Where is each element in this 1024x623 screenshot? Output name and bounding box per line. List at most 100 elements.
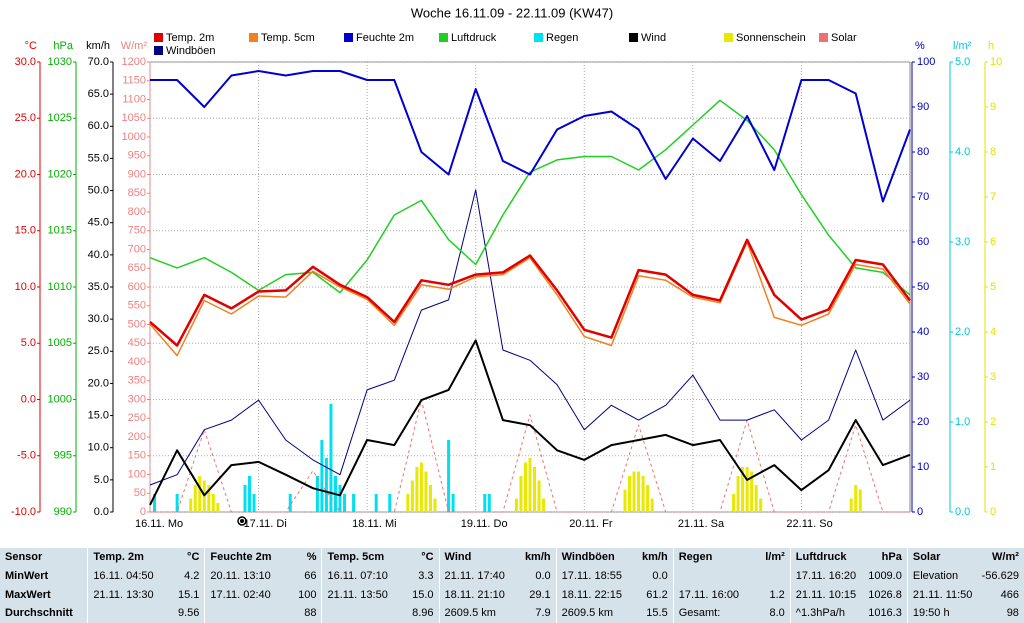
- bar: [428, 485, 432, 512]
- column-unit: W/m²: [992, 551, 1019, 563]
- bar: [343, 494, 347, 512]
- y-tick-label: 60: [917, 236, 929, 248]
- y-tick-label: 150: [128, 450, 146, 462]
- y-tick-label: 1005: [48, 337, 72, 349]
- y-tick-label: 5.0: [955, 56, 970, 68]
- y-tick-label: 10: [990, 56, 1002, 68]
- bar: [315, 476, 319, 512]
- column-name: Solar: [912, 551, 941, 563]
- cell-note: Gesamt:: [678, 607, 721, 620]
- cell-value: -56.629: [981, 569, 1019, 582]
- header-text: Sensor: [5, 551, 43, 563]
- y-tick-label: 1020: [48, 168, 72, 180]
- legend-swatch: [819, 33, 828, 42]
- header-cell: Luftdruck hPa: [791, 548, 907, 567]
- header-cell: Temp. 2m °C: [88, 548, 204, 567]
- cell-note: ^1.3hPa/h: [795, 607, 845, 620]
- bar: [537, 480, 541, 512]
- y-tick-label: 850: [128, 187, 146, 199]
- cell-note: 17.11. 16:00: [678, 588, 740, 601]
- header-cell: Solar W/m²: [908, 548, 1024, 567]
- y-tick-label: 6: [990, 236, 996, 248]
- column-name: Regen: [678, 551, 713, 563]
- column-name: Temp. 2m: [93, 551, 144, 563]
- y-tick-label: 60.0: [88, 120, 109, 132]
- bar: [252, 494, 256, 512]
- y-tick-label: 50.0: [88, 184, 109, 196]
- y-tick-label: 30.0: [15, 56, 36, 68]
- bar: [216, 503, 220, 512]
- axis-unit: h: [988, 40, 994, 52]
- y-tick-label: 20.0: [88, 377, 109, 389]
- x-tick-label: 22.11. So: [786, 518, 832, 530]
- axis-unit: km/h: [86, 40, 110, 52]
- bar: [451, 494, 455, 512]
- cell-value: 66: [304, 569, 317, 582]
- bar: [198, 476, 202, 512]
- legend-label: Sonnenschein: [736, 32, 806, 44]
- cell-note: 21.11. 10:15: [795, 588, 857, 601]
- line-series: [150, 399, 910, 513]
- y-tick-label: 30: [917, 371, 929, 383]
- line-series: [149, 339, 911, 506]
- sensor-column: Sensor MinWert MaxWert Durchschnitt: [0, 548, 87, 623]
- cell-note: 16.11. 07:10: [327, 569, 388, 582]
- bar: [352, 494, 356, 512]
- bar: [759, 498, 763, 512]
- y-tick-label: 995: [54, 450, 72, 462]
- y-tick-label: -5.0: [17, 450, 36, 462]
- cell-note: 17.11. 18:55: [561, 569, 622, 582]
- bar: [211, 494, 215, 512]
- y-tick-label: 600: [128, 281, 146, 293]
- y-tick-label: 5.0: [94, 474, 109, 486]
- data-cell: 16.11. 07:10 3.3: [322, 567, 438, 586]
- bar: [329, 404, 333, 512]
- table-column: Wind km/h 21.11. 17:40 0.0 18.11. 21:10 29.1 2…: [438, 548, 556, 623]
- bar: [207, 485, 211, 512]
- y-tick-label: 5.0: [21, 337, 36, 349]
- x-tick-label: 20.11. Fr: [569, 518, 613, 530]
- bar: [324, 458, 328, 512]
- cell-value: 100: [298, 588, 317, 601]
- y-tick-label: 1150: [122, 75, 146, 87]
- row-label-cell: MaxWert: [0, 586, 87, 605]
- cell-value: 9.56: [177, 607, 200, 620]
- y-tick-label: 0.0: [94, 506, 109, 518]
- y-tick-label: 4.0: [955, 146, 970, 158]
- column-name: Luftdruck: [795, 551, 847, 563]
- table-column: Temp. 2m °C 16.11. 04:50 4.2 21.11. 13:30 15.…: [87, 548, 204, 623]
- y-tick-label: 10.0: [15, 281, 36, 293]
- cell-note: 18.11. 21:10: [444, 588, 505, 601]
- y-tick-label: 1000: [122, 131, 146, 143]
- y-tick-label: 950: [128, 150, 146, 162]
- bar: [320, 440, 324, 512]
- y-tick-label: 90: [917, 101, 929, 113]
- cell-note: 17.11. 16:20: [795, 569, 857, 582]
- cell-value: 0.0: [535, 569, 551, 582]
- cell-note: 21.11. 13:30: [93, 588, 154, 601]
- bar: [153, 494, 157, 512]
- cell-value: 4.2: [184, 569, 200, 582]
- bar: [410, 480, 414, 512]
- y-tick-label: 0.0: [955, 506, 970, 518]
- x-tick-label: 21.11. Sa: [678, 518, 725, 530]
- table-column: Solar W/m² Elevation -56.629 21.11. 11:50 466…: [906, 548, 1024, 623]
- bar: [849, 498, 853, 512]
- y-tick-label: 550: [128, 300, 146, 312]
- y-tick-label: 0: [140, 506, 146, 518]
- column-unit: l/m²: [765, 551, 785, 563]
- axis-unit: W/m²: [121, 40, 148, 52]
- cell-value: 98: [1006, 607, 1019, 620]
- cell-value: 0.0: [652, 569, 668, 582]
- y-tick-label: 8: [990, 146, 996, 158]
- column-name: Wind: [444, 551, 472, 563]
- cell-note: 21.11. 17:40: [444, 569, 505, 582]
- data-cell: 21.11. 13:30 15.1: [88, 586, 204, 605]
- column-name: Windböen: [561, 551, 615, 563]
- y-tick-label: 1: [990, 461, 996, 473]
- data-cell: 17.11. 18:55 0.0: [557, 567, 673, 586]
- legend-label: Luftdruck: [451, 32, 497, 44]
- cell-note: 19:50 h: [912, 607, 950, 620]
- bar: [433, 498, 437, 512]
- y-tick-label: 2.0: [955, 326, 970, 338]
